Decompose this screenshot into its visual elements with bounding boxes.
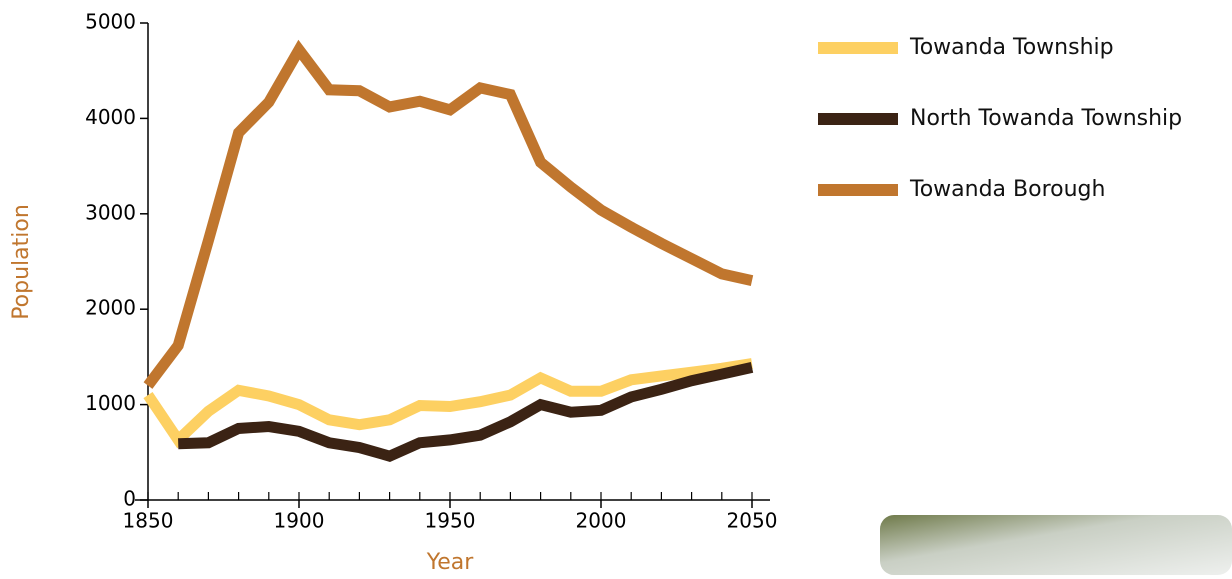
x-tick-label: 1900: [274, 509, 325, 533]
x-tick-label: 1850: [123, 509, 174, 533]
legend-label: Towanda Township: [909, 35, 1114, 60]
y-axis-label: Population: [9, 204, 34, 320]
photo: [880, 515, 1232, 575]
x-tick-label: 1950: [425, 509, 476, 533]
y-tick-label: 0: [123, 487, 136, 511]
legend-swatch: [818, 42, 898, 54]
x-tick-label: 2000: [576, 509, 627, 533]
y-tick-label: 4000: [85, 105, 136, 129]
y-tick-label: 5000: [85, 10, 136, 34]
y-tick-label: 1000: [85, 391, 136, 415]
x-tick-label: 2050: [727, 509, 778, 533]
y-tick-label: 3000: [85, 200, 136, 224]
x-axis-label: Year: [426, 550, 475, 575]
legend-swatch: [818, 184, 898, 196]
line: [148, 50, 752, 386]
legend-swatch: [818, 113, 898, 125]
chart: Population Year 0 1000 2000 3000 4000 5000 185…: [0, 0, 1232, 575]
legend-label: Towanda Borough: [909, 177, 1105, 202]
y-tick-label: 2000: [85, 296, 136, 320]
legend-label: North Towanda Township: [910, 106, 1182, 131]
